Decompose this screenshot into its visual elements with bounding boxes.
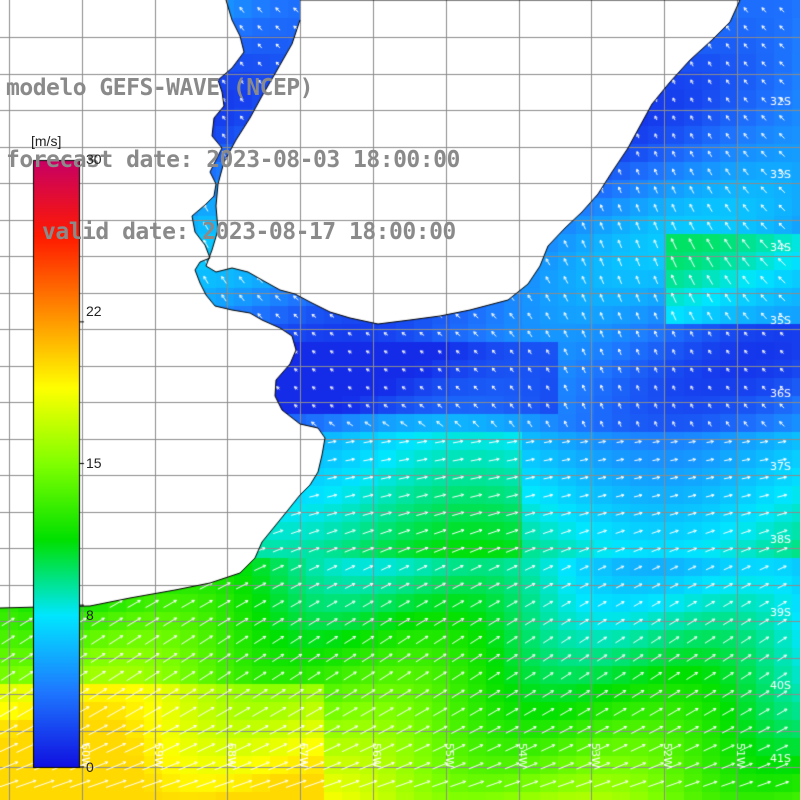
- colorbar-tick-15: 15: [86, 455, 102, 471]
- colorbar-tick-30: 30: [86, 151, 102, 167]
- colorbar-tick-0: 0: [86, 759, 94, 775]
- map-title: modelo GEFS-WAVE (NCEP) forecast date: 2…: [6, 28, 460, 292]
- valid-date: valid date: 2023-08-17 18:00:00: [42, 219, 456, 245]
- colorbar-tick-22: 22: [86, 303, 102, 319]
- forecast-date: forecast date: 2023-08-03 18:00:00: [6, 147, 460, 173]
- colorbar-unit: [m/s]: [31, 133, 62, 149]
- colorbar-tick-8: 8: [86, 607, 94, 623]
- model-name: modelo GEFS-WAVE (NCEP): [6, 75, 313, 101]
